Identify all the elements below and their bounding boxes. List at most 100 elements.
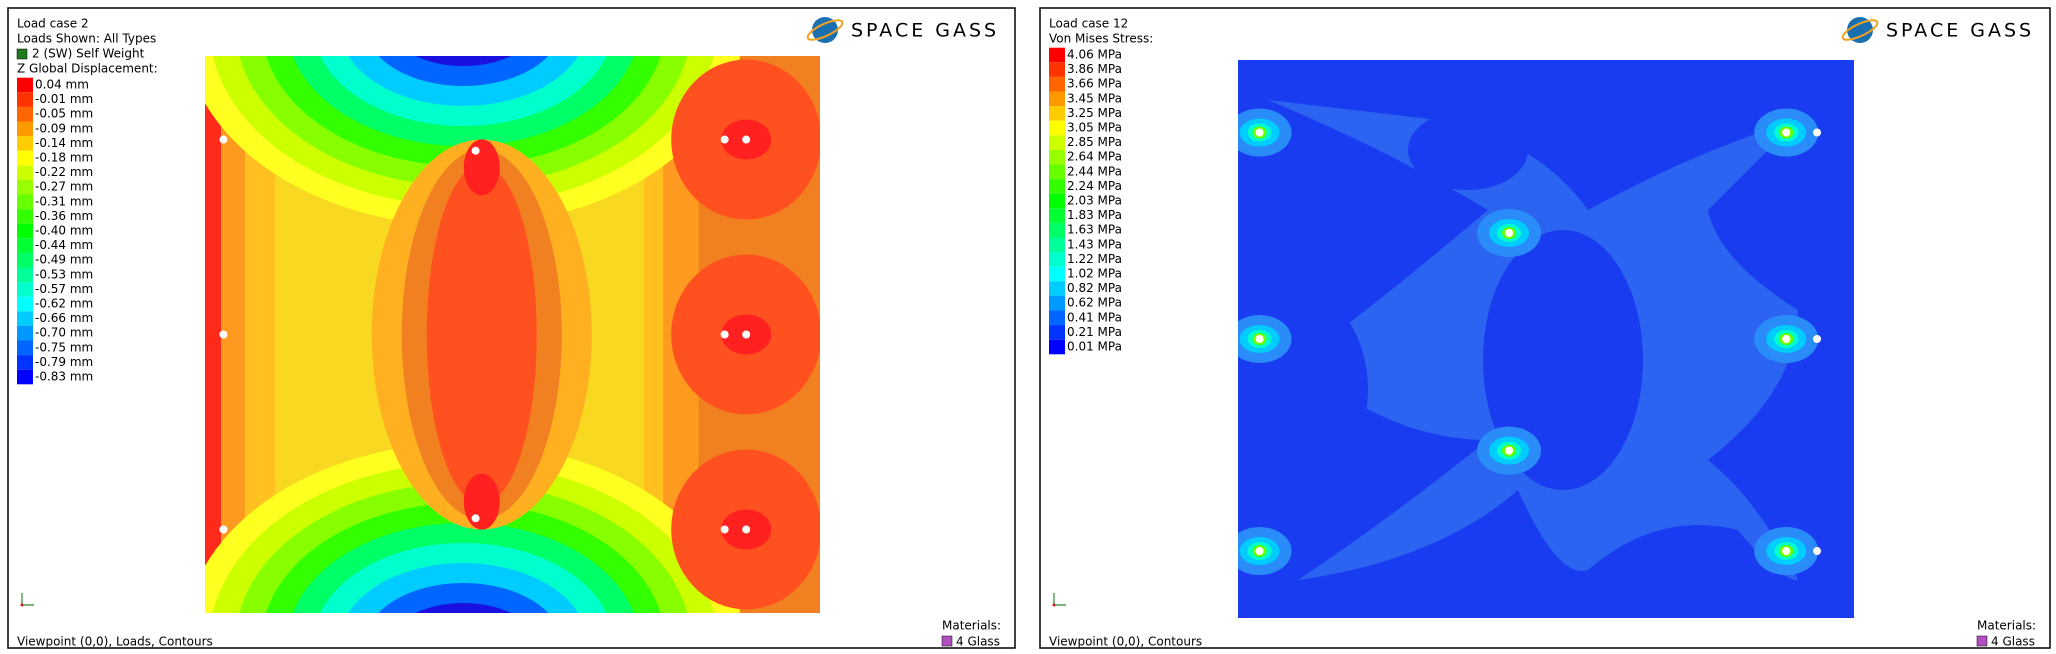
- node: [219, 330, 228, 339]
- legend-swatch: [1049, 295, 1065, 311]
- legend-swatch: [17, 106, 33, 122]
- legend-label: 3.45 MPa: [1067, 91, 1122, 105]
- logo-planet: [1847, 17, 1873, 43]
- band: [1408, 110, 1528, 190]
- legend-swatch: [1049, 106, 1065, 121]
- legend-swatch: [17, 311, 33, 326]
- node: [742, 330, 751, 339]
- logo-planet: [812, 17, 838, 43]
- legend-label: 0.21 MPa: [1067, 325, 1122, 339]
- legend-swatch: [1049, 149, 1065, 165]
- material-swatch: [941, 635, 953, 647]
- legend-swatch: [17, 355, 33, 370]
- legend-label: 0.82 MPa: [1067, 281, 1122, 295]
- legend-label: 2.24 MPa: [1067, 179, 1122, 193]
- legend-label: 1.02 MPa: [1067, 267, 1122, 281]
- legend-label: -0.05 mm: [35, 107, 93, 121]
- legend-swatch: [1049, 76, 1065, 92]
- legend-swatch: [1049, 120, 1065, 136]
- legend-swatch: [17, 77, 33, 93]
- legend-label: -0.79 mm: [35, 355, 93, 369]
- result-title: Z Global Displacement:: [17, 62, 158, 76]
- load-swatch: [16, 48, 28, 60]
- node: [1255, 547, 1264, 556]
- node: [1813, 547, 1822, 556]
- node: [742, 525, 751, 534]
- lobe: [378, 583, 549, 613]
- load-case: Load case 2: [17, 17, 89, 31]
- band: [463, 139, 500, 196]
- legend-label: 3.66 MPa: [1067, 77, 1122, 91]
- legend-label: 2.64 MPa: [1067, 150, 1122, 164]
- legend-swatch: [1049, 310, 1065, 326]
- legend-swatch: [17, 340, 33, 356]
- material-swatch: [1976, 635, 1988, 647]
- legend-swatch: [17, 296, 33, 312]
- legend-swatch: [17, 267, 33, 283]
- node: [219, 135, 228, 144]
- contours: [205, 56, 820, 613]
- legend-swatch: [1049, 252, 1065, 267]
- legend-label: 1.63 MPa: [1067, 223, 1122, 237]
- legend-label: -0.53 mm: [35, 267, 93, 281]
- viewpoint: Viewpoint (0,0), Loads, Contours: [17, 635, 213, 649]
- material-label: 4 Glass: [1991, 635, 2035, 649]
- legend-swatch: [17, 194, 33, 210]
- legend-swatch: [17, 238, 33, 253]
- legend-swatch: [1049, 193, 1065, 209]
- legend-label: -0.22 mm: [35, 165, 93, 179]
- node: [720, 525, 729, 534]
- contours: [1238, 60, 1854, 618]
- legend-swatch: [17, 179, 33, 195]
- legend-swatch: [1049, 62, 1065, 77]
- viewpoint: Viewpoint (0,0), Contours: [1049, 635, 1202, 649]
- legend-label: 1.43 MPa: [1067, 237, 1122, 251]
- axis-icon: [21, 593, 34, 606]
- band: [1483, 230, 1643, 490]
- logo-ring: [1841, 19, 1879, 41]
- legend-swatch: [1049, 47, 1065, 63]
- loads-shown: Loads Shown: All Types: [17, 32, 156, 46]
- band: [463, 473, 500, 530]
- axis-dot: [1052, 603, 1056, 607]
- load-case: Load case 12: [1049, 17, 1128, 31]
- legend-label: 2.44 MPa: [1067, 164, 1122, 178]
- legend-label: -0.18 mm: [35, 151, 93, 165]
- contour-plot: [205, 56, 820, 613]
- logo-text: SPACE GASS: [1886, 20, 2034, 42]
- node: [1505, 446, 1514, 455]
- legend-swatch: [17, 325, 33, 341]
- node: [1255, 335, 1264, 343]
- legend-label: -0.40 mm: [35, 224, 93, 238]
- legend-swatch: [17, 92, 33, 107]
- legend-label: -0.14 mm: [35, 136, 93, 150]
- material-label: 4 Glass: [956, 635, 1000, 649]
- legend-label: 3.05 MPa: [1067, 121, 1122, 135]
- band: [1408, 560, 1528, 618]
- legend-swatch: [17, 150, 33, 166]
- legend-label: 4.06 MPa: [1067, 48, 1122, 62]
- legend-label: 0.01 MPa: [1067, 340, 1122, 354]
- legend-label: -0.62 mm: [35, 297, 93, 311]
- legend-label: 3.25 MPa: [1067, 106, 1122, 120]
- legend-label: 0.62 MPa: [1067, 296, 1122, 310]
- lobe: [415, 603, 511, 613]
- node: [1782, 335, 1791, 343]
- legend-label: 1.83 MPa: [1067, 208, 1122, 222]
- legend-label: -0.36 mm: [35, 209, 93, 223]
- node: [742, 135, 751, 144]
- node: [1813, 128, 1822, 137]
- legend-label: 2.03 MPa: [1067, 194, 1122, 208]
- legend-swatch: [1049, 208, 1065, 223]
- legend-swatch: [1049, 91, 1065, 107]
- legend-swatch: [17, 165, 33, 180]
- band: [205, 56, 221, 613]
- legend-label: -0.44 mm: [35, 238, 93, 252]
- legend-swatch: [1049, 179, 1065, 194]
- legend-label: 2.85 MPa: [1067, 135, 1122, 149]
- legend-label: 0.04 mm: [35, 78, 89, 92]
- legend-label: -0.27 mm: [35, 180, 93, 194]
- legend-swatch: [17, 209, 33, 224]
- legend-swatch: [1049, 339, 1065, 355]
